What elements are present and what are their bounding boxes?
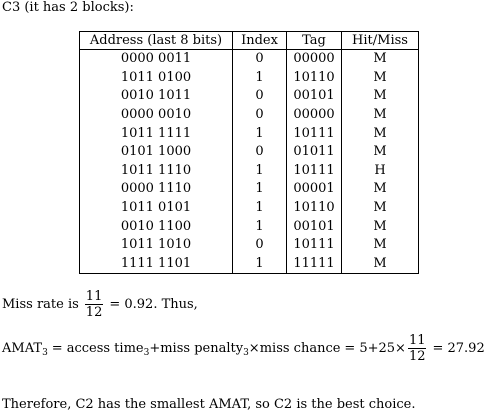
fraction-numerator: 11 xyxy=(84,288,104,305)
cell-hit-miss: M xyxy=(373,200,387,216)
miss-rate-fraction: 11 12 xyxy=(84,288,104,320)
cell-tag: 00000 xyxy=(286,49,342,69)
section-heading: C3 (it has 2 blocks): xyxy=(2,0,134,15)
cell-hit-miss: M xyxy=(373,125,387,141)
cell-hit-miss: H xyxy=(374,162,386,178)
cell-address: 1011 1111 xyxy=(79,124,233,143)
miss-rate-prefix: Miss rate is xyxy=(2,296,79,312)
amat-numeric-expression: 5+25× xyxy=(359,340,406,356)
table-row: 1011 1110 1 10111 H xyxy=(79,161,419,181)
conclusion-text: Therefore, C2 has the smallest AMAT, so … xyxy=(2,397,416,412)
miss-rate-suffix: = 0.92. Thus, xyxy=(109,296,198,312)
cell-address: 0000 0011 xyxy=(79,49,233,69)
cell-tag: 01011 xyxy=(286,142,342,162)
cell-hit-miss: M xyxy=(373,181,387,197)
miss-penalty-term: miss penalty3 xyxy=(160,340,249,358)
cell-tag: 00101 xyxy=(286,87,342,106)
header-address: Address (last 8 bits) xyxy=(79,31,233,50)
cell-index: 0 xyxy=(232,49,287,69)
fraction-numerator: 11 xyxy=(407,332,427,349)
cell-index: 1 xyxy=(232,180,287,199)
cell-tag: 10110 xyxy=(286,68,342,88)
table-row: 0010 1100 1 00101 M xyxy=(79,217,419,236)
table-row: 0010 1011 0 00101 M xyxy=(79,87,419,106)
cell-hit-miss: M xyxy=(373,218,387,234)
cell-address: 1011 1010 xyxy=(79,235,233,255)
header-tag: Tag xyxy=(286,31,342,50)
header-index: Index xyxy=(232,31,287,50)
amat-fraction: 11 12 xyxy=(407,332,427,364)
cell-index: 1 xyxy=(232,124,287,143)
cell-tag: 00001 xyxy=(286,180,342,199)
table-row: 1011 0101 1 10110 M xyxy=(79,198,419,218)
cell-index: 0 xyxy=(232,235,287,255)
cell-tag: 00000 xyxy=(286,105,342,125)
cell-address: 0000 1110 xyxy=(79,180,233,199)
cell-hit-miss: M xyxy=(373,88,387,104)
equals-sign: = xyxy=(51,340,63,356)
cell-index: 0 xyxy=(232,142,287,162)
cell-address: 0101 1000 xyxy=(79,142,233,162)
cell-tag: 10111 xyxy=(286,161,342,181)
table-row: 0101 1000 0 01011 M xyxy=(79,142,419,162)
table-row: 0000 1110 1 00001 M xyxy=(79,180,419,199)
cell-index: 1 xyxy=(232,217,287,236)
cell-tag: 10111 xyxy=(286,124,342,143)
cell-index: 1 xyxy=(232,198,287,218)
cell-hit-miss: M xyxy=(373,255,387,271)
table-row: 0000 0010 0 00000 M xyxy=(79,105,419,125)
amat-result: = 27.92 xyxy=(432,340,485,356)
cell-address: 1111 1101 xyxy=(79,254,233,274)
cell-tag: 10110 xyxy=(286,198,342,218)
cell-tag: 11111 xyxy=(286,254,342,274)
cell-address: 0000 0010 xyxy=(79,105,233,125)
table-header-row: Address (last 8 bits) Index Tag Hit/Miss xyxy=(79,31,419,50)
cell-address: 1011 0100 xyxy=(79,68,233,88)
cell-address: 0010 1011 xyxy=(79,87,233,106)
cell-address: 0010 1100 xyxy=(79,217,233,236)
amat-lhs: AMAT3 xyxy=(2,340,48,358)
cell-index: 0 xyxy=(232,105,287,125)
cell-index: 1 xyxy=(232,161,287,181)
table-row: 1011 1010 0 10111 M xyxy=(79,235,419,255)
cache-access-table: Address (last 8 bits) Index Tag Hit/Miss… xyxy=(79,31,419,275)
cell-tag: 00101 xyxy=(286,217,342,236)
access-time-term: access time3 xyxy=(66,340,150,358)
plus-sign: + xyxy=(149,340,161,356)
cell-index: 1 xyxy=(232,254,287,274)
cell-address: 1011 0101 xyxy=(79,198,233,218)
equals-sign-2: = xyxy=(344,340,356,356)
cell-hit-miss: M xyxy=(373,69,387,85)
cell-index: 1 xyxy=(232,68,287,88)
fraction-denominator: 12 xyxy=(408,348,426,364)
table-body: 0000 0011 0 00000 M 1011 0100 1 10110 M 0010 101… xyxy=(79,49,419,274)
header-hit-miss: Hit/Miss xyxy=(341,31,419,50)
cell-index: 0 xyxy=(232,87,287,106)
amat-equation: AMAT3 = access time3 + miss penalty3 × m… xyxy=(2,331,485,365)
table-row: 1011 1111 1 10111 M xyxy=(79,124,419,143)
fraction-denominator: 12 xyxy=(85,304,103,320)
miss-rate-line: Miss rate is 11 12 = 0.92. Thus, xyxy=(2,287,198,321)
cell-hit-miss: M xyxy=(373,107,387,123)
cell-tag: 10111 xyxy=(286,235,342,255)
table-row: 1111 1101 1 11111 M xyxy=(79,254,419,274)
table-row: 0000 0011 0 00000 M xyxy=(79,49,419,69)
cell-hit-miss: M xyxy=(373,51,387,67)
cell-hit-miss: M xyxy=(373,237,387,253)
cell-address: 1011 1110 xyxy=(79,161,233,181)
cell-hit-miss: M xyxy=(373,144,387,160)
times-sign: × xyxy=(248,340,260,356)
miss-chance-term: miss chance xyxy=(259,340,341,356)
table-row: 1011 0100 1 10110 M xyxy=(79,68,419,88)
